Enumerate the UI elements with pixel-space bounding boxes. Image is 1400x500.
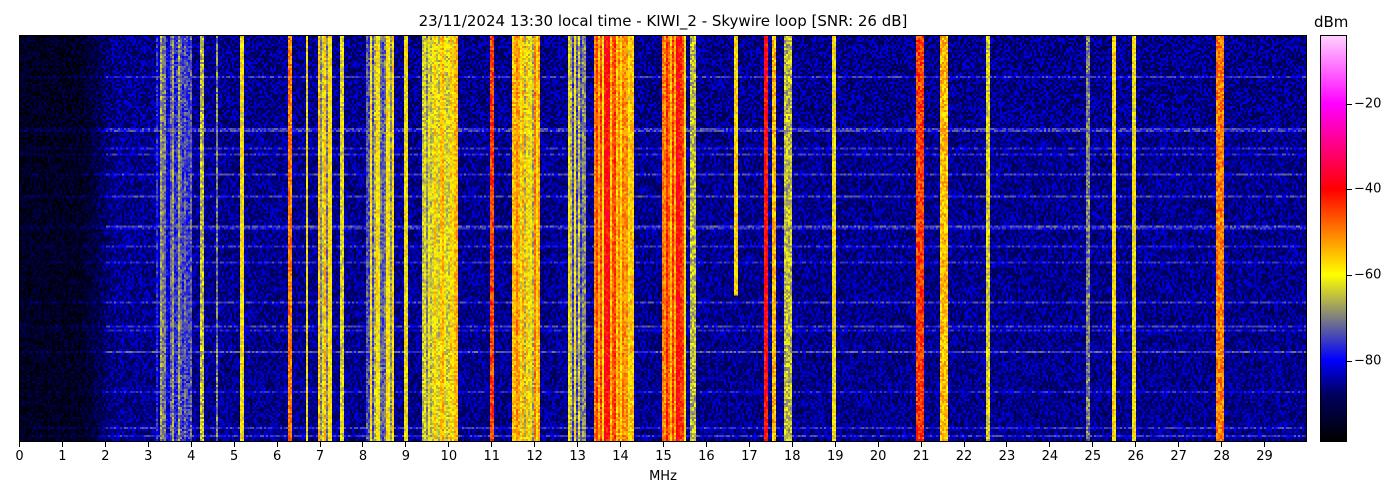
- x-tick-label: 6: [272, 449, 282, 464]
- x-tick-label: 16: [698, 449, 715, 464]
- x-tick: [1092, 442, 1094, 447]
- colorbar-tick-label: −60: [1354, 267, 1382, 283]
- x-tick-label: 8: [358, 449, 368, 464]
- x-tick: [319, 442, 321, 447]
- x-tick-label: 17: [741, 449, 758, 464]
- x-tick: [1221, 442, 1223, 447]
- x-tick-label: 1: [58, 449, 67, 464]
- x-tick-label: 26: [1127, 449, 1145, 464]
- x-tick: [491, 442, 493, 447]
- x-tick: [61, 442, 63, 447]
- x-tick: [19, 442, 20, 447]
- x-tick: [705, 442, 707, 447]
- x-tick: [190, 442, 192, 447]
- x-tick: [104, 442, 106, 447]
- x-tick: [147, 442, 149, 447]
- x-tick-label: 10: [440, 449, 458, 464]
- x-tick-label: 25: [1084, 449, 1102, 464]
- x-tick-label: 13: [569, 449, 586, 464]
- x-tick: [534, 442, 536, 447]
- x-tick-label: 21: [912, 449, 930, 464]
- x-tick-label: 19: [826, 449, 844, 464]
- colorbar-tick: [1347, 360, 1352, 362]
- x-tick: [877, 442, 879, 447]
- spectrogram-heatmap: [20, 36, 1306, 441]
- colorbar-tick: [1347, 274, 1352, 276]
- x-tick-label: 4: [187, 449, 196, 464]
- x-tick-label: 11: [483, 449, 501, 464]
- x-tick-label: 20: [869, 449, 887, 464]
- x-tick-label: 14: [612, 449, 629, 464]
- x-tick: [1049, 442, 1051, 447]
- x-tick: [448, 442, 450, 447]
- x-tick-label: 27: [1170, 449, 1187, 464]
- x-tick: [405, 442, 407, 447]
- x-tick-label: 29: [1256, 449, 1273, 464]
- x-tick: [748, 442, 750, 447]
- x-tick: [963, 442, 965, 447]
- x-tick: [362, 442, 364, 447]
- x-tick: [1006, 442, 1008, 447]
- x-tick: [791, 442, 793, 447]
- x-tick-label: 22: [955, 449, 973, 464]
- x-tick: [577, 442, 579, 447]
- colorbar: [1320, 35, 1347, 442]
- x-tick-label: 9: [401, 449, 411, 464]
- x-tick: [663, 442, 664, 447]
- x-tick-label: 24: [1041, 449, 1059, 464]
- x-tick-label: 5: [230, 449, 239, 464]
- x-tick: [276, 442, 278, 447]
- colorbar-tick-label: −80: [1354, 353, 1382, 369]
- x-tick: [233, 442, 235, 447]
- x-tick-label: 18: [784, 449, 801, 464]
- colorbar-label: dBm: [1314, 13, 1349, 31]
- colorbar-tick-label: −20: [1354, 96, 1382, 112]
- x-tick-label: 2: [101, 449, 110, 464]
- chart-title: 23/11/2024 13:30 local time - KIWI_2 - S…: [418, 12, 908, 30]
- x-tick-label: 7: [315, 449, 325, 464]
- colorbar-tick-label: −40: [1354, 181, 1382, 197]
- x-tick: [1178, 442, 1180, 447]
- colorbar-tick: [1347, 189, 1352, 191]
- x-tick: [920, 442, 922, 447]
- colorbar-tick: [1347, 103, 1352, 105]
- x-tick: [1135, 442, 1137, 447]
- x-axis-label: MHz: [649, 469, 677, 484]
- x-tick-label: 28: [1213, 449, 1230, 464]
- x-tick: [1264, 442, 1266, 447]
- x-tick: [834, 442, 836, 447]
- x-tick-label: 15: [655, 449, 672, 464]
- x-tick-label: 12: [526, 449, 543, 464]
- x-tick: [620, 442, 622, 447]
- x-tick-label: 0: [15, 449, 24, 464]
- x-tick-label: 23: [998, 449, 1016, 464]
- x-tick-label: 3: [144, 449, 153, 464]
- plot-frame: [19, 35, 1307, 442]
